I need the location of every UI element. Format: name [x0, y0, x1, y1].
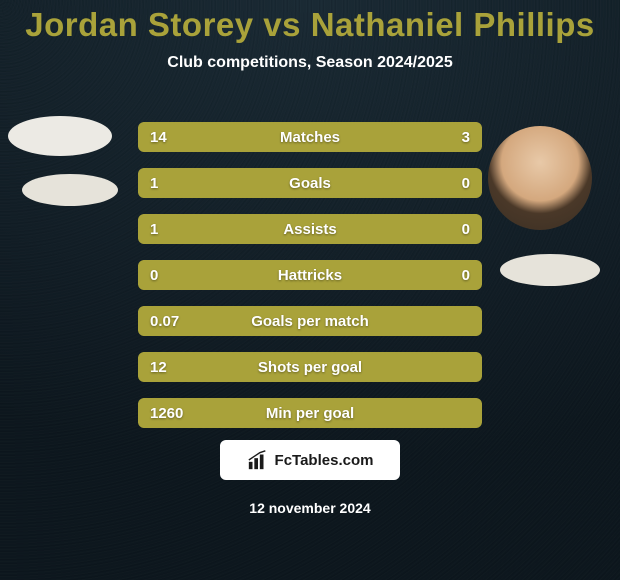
stat-label: Goals per match	[138, 306, 482, 336]
branding-text: FcTables.com	[275, 452, 374, 469]
stat-label: Hattricks	[138, 260, 482, 290]
stat-value-left: 0.07	[150, 306, 179, 336]
stat-value-left: 12	[150, 352, 167, 382]
stat-value-left: 1	[150, 214, 158, 244]
stat-label: Min per goal	[138, 398, 482, 428]
stat-value-right: 0	[462, 214, 470, 244]
stat-label: Matches	[138, 122, 482, 152]
title-left: Jordan Storey	[25, 6, 253, 43]
stat-label: Assists	[138, 214, 482, 244]
stat-label: Goals	[138, 168, 482, 198]
stat-value-left: 1	[150, 168, 158, 198]
page-title: Jordan Storey vs Nathaniel Phillips	[0, 0, 620, 44]
bars-icon	[247, 449, 269, 471]
avatar-right	[488, 126, 592, 230]
title-mid: vs	[254, 6, 311, 43]
stat-row: Min per goal1260	[138, 398, 482, 428]
title-right: Nathaniel Phillips	[311, 6, 595, 43]
stat-value-right: 0	[462, 260, 470, 290]
avatar-face-icon	[488, 126, 592, 230]
stat-value-left: 14	[150, 122, 167, 152]
stats-bars: Matches143Goals10Assists10Hattricks00Goa…	[138, 122, 482, 444]
footer-date: 12 november 2024	[0, 500, 620, 516]
stat-row: Matches14 3	[138, 122, 482, 152]
stat-row: Hattricks0 0	[138, 260, 482, 290]
stat-value-left: 1260	[150, 398, 183, 428]
stat-value-right: 0	[462, 168, 470, 198]
avatar-right-shadow	[500, 254, 600, 286]
stat-row: Goals per match0.07	[138, 306, 482, 336]
stat-row: Goals1 0	[138, 168, 482, 198]
branding-badge: FcTables.com	[220, 440, 400, 480]
avatar-left-shadow	[22, 174, 118, 206]
stat-row: Shots per goal12	[138, 352, 482, 382]
stat-label: Shots per goal	[138, 352, 482, 382]
stat-value-right: 3	[462, 122, 470, 152]
subtitle: Club competitions, Season 2024/2025	[0, 54, 620, 72]
stat-row: Assists1 0	[138, 214, 482, 244]
avatar-left-placeholder	[8, 116, 112, 156]
stat-value-left: 0	[150, 260, 158, 290]
content: Jordan Storey vs Nathaniel Phillips Club…	[0, 0, 620, 580]
